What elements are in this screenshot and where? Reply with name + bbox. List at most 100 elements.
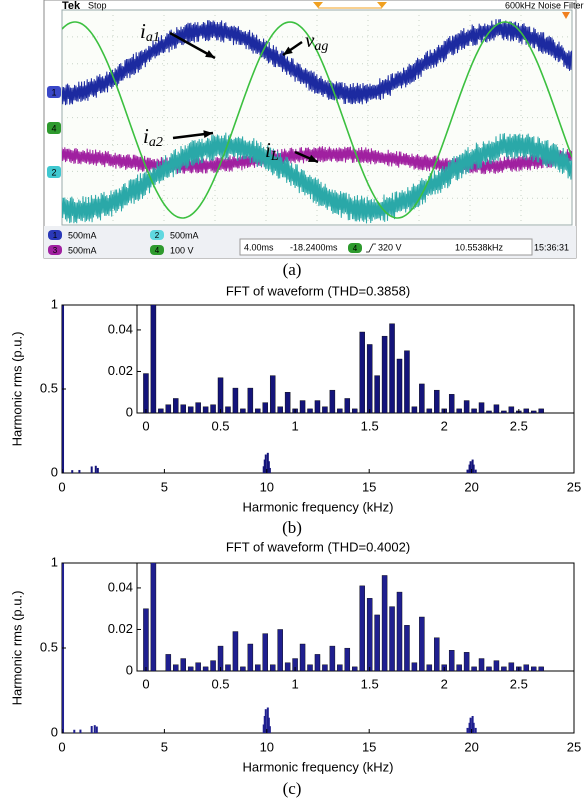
bar	[263, 716, 266, 733]
inset-bar	[165, 654, 172, 671]
inset-bar	[396, 591, 403, 671]
inset-bar	[202, 666, 209, 671]
inset-bar	[508, 406, 515, 413]
inset-bar	[411, 406, 418, 413]
y-tick-label: 0.5	[40, 639, 58, 654]
inset-bar	[255, 408, 261, 413]
inset-x-tick-label: 0.5	[211, 676, 229, 691]
readout-trigger-level: 320 V	[378, 242, 402, 252]
readout-id: 1	[53, 231, 58, 240]
inset-bar	[195, 402, 201, 413]
bar	[471, 459, 474, 473]
inset-bar	[389, 606, 395, 671]
inset-bar	[232, 387, 239, 413]
inset-bar	[225, 406, 231, 413]
inset-bar	[180, 404, 186, 413]
inset-bar	[314, 654, 321, 671]
inset-bar	[366, 344, 373, 413]
inset-bar	[299, 643, 306, 671]
bar	[474, 469, 477, 473]
bar	[95, 726, 98, 733]
inset-bar	[158, 408, 164, 413]
readout-pill	[48, 230, 62, 240]
bar	[468, 464, 471, 473]
inset-y-tick-label: 0.02	[108, 621, 133, 636]
bar	[474, 727, 477, 733]
x-tick-label: 10	[260, 739, 274, 754]
inset-bar	[143, 608, 149, 671]
inset-y-tick-label: 0.04	[108, 321, 133, 336]
x-tick-label: 5	[161, 479, 168, 494]
inset-bar	[381, 335, 388, 413]
inset-bar	[493, 404, 500, 413]
annotation-arrowhead	[308, 154, 318, 162]
inset-bar	[307, 664, 313, 671]
inset-x-tick-label: 2.5	[510, 418, 528, 433]
inset-x-tick-label: 0.5	[211, 418, 229, 433]
annotation-main: i	[265, 138, 271, 162]
inset-bar	[404, 350, 410, 413]
inset-bar	[262, 402, 269, 413]
bar	[90, 726, 93, 733]
bar	[96, 467, 99, 473]
inset-bar	[381, 575, 388, 671]
annotation-sub: a1	[146, 30, 160, 45]
inset-bar	[217, 377, 224, 413]
inset-bar	[523, 664, 530, 671]
caption: (b)	[282, 518, 302, 537]
x-tick-label: 5	[161, 739, 168, 754]
chart: FFT of waveform (THD=0.3858)0 5 10 15 20 2500…	[9, 283, 581, 537]
inset-bar	[277, 406, 283, 413]
x-axis-label: Harmonic frequency (kHz)	[243, 499, 394, 514]
annotation-arrowhead	[203, 130, 213, 139]
inset-bar	[247, 643, 254, 671]
inset-bar	[150, 563, 157, 671]
inset-bar	[448, 650, 455, 671]
readout-pill	[150, 245, 164, 255]
trigger-slope	[366, 243, 376, 253]
inset-bar	[389, 323, 395, 413]
inset-bar	[419, 383, 425, 413]
inset-bar	[173, 664, 179, 671]
inset-bar	[143, 373, 149, 413]
inset-bar	[463, 400, 470, 413]
readout-scale: 500mA	[68, 230, 97, 240]
inset-bar	[493, 660, 500, 671]
annotation: ia2	[143, 124, 163, 150]
bar	[94, 465, 97, 473]
readout-position: -18.2400ms	[290, 242, 338, 252]
inset-y-tick-label: 0	[126, 404, 133, 419]
inset-bar	[202, 406, 209, 413]
annotation-main: v	[305, 28, 315, 52]
inset-bar	[344, 647, 351, 671]
readout-id: 4	[155, 246, 160, 255]
inset-bar	[530, 410, 537, 413]
bar	[466, 469, 469, 473]
inset-bar	[426, 408, 433, 413]
inset-bar	[530, 666, 537, 671]
bar	[468, 722, 471, 733]
inset-bars	[143, 563, 544, 671]
bar	[267, 717, 270, 733]
waveforms	[62, 18, 572, 224]
y-tick-label: 0	[51, 464, 58, 479]
inset-bar	[187, 406, 194, 413]
inset-bar	[426, 664, 433, 671]
bar	[469, 717, 472, 733]
inset-bar	[255, 664, 261, 671]
inset-bar	[165, 404, 172, 413]
inset-bar	[210, 404, 216, 413]
inset-bar	[501, 666, 507, 671]
bar	[266, 707, 269, 733]
inset-bar	[486, 666, 492, 671]
inset-bar	[456, 664, 462, 671]
inset-bar	[284, 662, 291, 671]
inset-bar	[374, 614, 380, 671]
inset-bar	[262, 633, 269, 671]
y-tick-label: 1	[51, 554, 58, 569]
y-tick-label: 0.5	[40, 380, 58, 395]
bar	[268, 726, 271, 733]
channel-marker	[47, 166, 61, 178]
readout-pill	[48, 245, 62, 255]
